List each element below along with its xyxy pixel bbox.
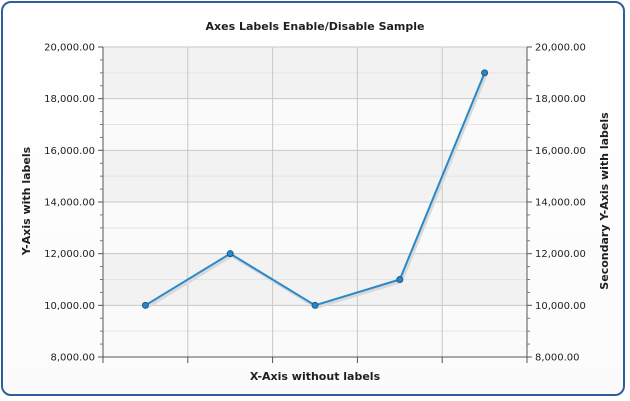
data-point	[396, 276, 404, 283]
data-point	[141, 301, 149, 309]
series-points	[141, 69, 489, 309]
chart-title: Axes Labels Enable/Disable Sample	[206, 20, 425, 33]
y-tick-label: 12,000.00	[44, 249, 95, 260]
y2-tick-label: 12,000.00	[535, 249, 586, 260]
secondary-y-axis-title: Secondary Y-Axis with labels	[598, 112, 611, 290]
y2-tick-label: 18,000.00	[535, 94, 586, 105]
y-axis-left-ticks: 8,000.00 10,000.00 12,000.00 14,000.00 16,00…	[44, 43, 103, 364]
y-tick-label: 18,000.00	[44, 94, 95, 105]
y-axis-right-ticks: 8,000.00 10,000.00 12,000.00 14,000.00 16,00…	[527, 43, 586, 364]
y-tick-label: 20,000.00	[44, 43, 95, 54]
x-axis-title: X-Axis without labels	[250, 370, 381, 383]
y2-tick-label: 14,000.00	[535, 198, 586, 209]
data-point	[226, 250, 234, 258]
data-point	[481, 69, 489, 77]
y-tick-label: 10,000.00	[44, 301, 95, 312]
y2-tick-label: 20,000.00	[535, 43, 586, 54]
y2-tick-label: 8,000.00	[535, 353, 580, 364]
y-tick-label: 8,000.00	[50, 353, 95, 364]
y-tick-label: 16,000.00	[44, 146, 95, 157]
y-tick-label: 14,000.00	[44, 198, 95, 209]
data-point	[311, 301, 319, 309]
y-axis-title: Y-Axis with labels	[20, 146, 33, 256]
y2-tick-label: 10,000.00	[535, 301, 586, 312]
y2-tick-label: 16,000.00	[535, 146, 586, 157]
